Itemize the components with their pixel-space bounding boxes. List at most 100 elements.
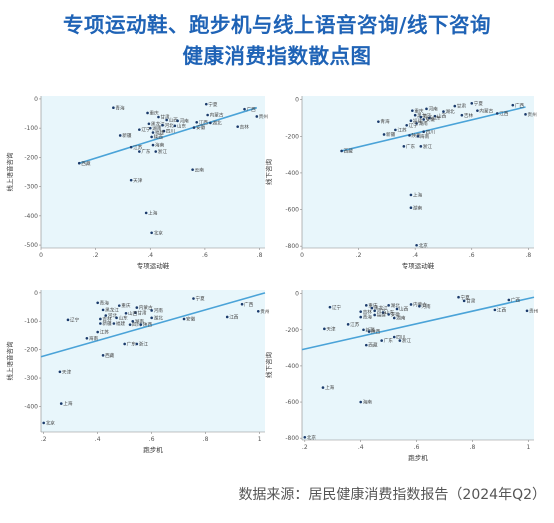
data-point-label: 福建 xyxy=(413,117,423,124)
data-point-label: 山西 xyxy=(399,306,409,313)
data-point-label: 甘肃 xyxy=(457,103,467,110)
data-point xyxy=(138,150,141,153)
data-point-label: 内蒙古 xyxy=(139,304,153,311)
data-point-label: 青海 xyxy=(380,118,390,125)
data-point-label: 重庆 xyxy=(414,107,424,114)
data-point-label: 西藏 xyxy=(368,342,378,349)
data-point-label: 河北 xyxy=(108,312,118,319)
data-point-label: 重庆 xyxy=(150,110,160,117)
data-point xyxy=(101,308,105,312)
data-point-label: 宁夏 xyxy=(474,100,484,107)
data-point-label: 甘肃 xyxy=(160,114,170,121)
data-point xyxy=(387,304,390,307)
data-point-label: 重庆 xyxy=(121,302,131,309)
data-point-label: 山西 xyxy=(169,117,179,124)
data-point xyxy=(367,330,371,333)
data-point-label: 广西 xyxy=(511,297,521,304)
data-point-label: 内蒙古 xyxy=(413,301,427,308)
data-point xyxy=(99,322,102,325)
data-point-label: 山西 xyxy=(437,113,447,120)
data-point xyxy=(104,314,108,317)
data-point-label: 云南 xyxy=(195,166,205,173)
data-point xyxy=(405,124,408,127)
data-point xyxy=(415,122,418,125)
data-point-label: 江苏 xyxy=(397,126,407,133)
data-point-label: 广西 xyxy=(247,106,257,113)
x-tick-label: .8 xyxy=(470,444,476,451)
data-point-label: 贵州 xyxy=(528,111,538,118)
data-point xyxy=(151,131,155,134)
data-point xyxy=(206,113,209,117)
data-point xyxy=(453,104,457,108)
data-point-label: 贵州 xyxy=(529,307,539,314)
data-point xyxy=(359,400,362,404)
chart-title-line-2: 健康消费指数散点图 xyxy=(182,44,372,68)
x-tick-label: .8 xyxy=(525,252,531,259)
data-point-label: 湖北 xyxy=(212,119,222,126)
y-tick-label: -400 xyxy=(285,363,299,370)
data-point-label: 青海 xyxy=(115,104,125,111)
data-point-label: 山东 xyxy=(431,115,441,122)
y-tick-label: -400 xyxy=(24,213,38,220)
data-point-label: 广东 xyxy=(406,143,416,150)
x-axis-label: 跑步机 xyxy=(408,453,428,462)
data-point xyxy=(359,310,362,313)
data-point-label: 辽宁 xyxy=(409,122,419,129)
scatter-panel-1: 0-100-200-300-400-5000.2.4.6.8专项运动鞋线上语音咨… xyxy=(5,96,268,270)
y-tick-label: -200 xyxy=(24,154,38,161)
data-point xyxy=(85,336,89,340)
x-tick-label: .4 xyxy=(147,252,153,259)
data-point xyxy=(59,402,63,405)
data-point xyxy=(176,119,179,123)
data-point xyxy=(409,119,413,123)
data-point-label: 吉林 xyxy=(240,123,250,130)
data-point-label: 贵州 xyxy=(259,113,269,120)
data-point xyxy=(394,128,397,132)
y-tick-label: 0 xyxy=(34,290,38,297)
data-point-label: 辽宁 xyxy=(70,316,80,323)
data-point xyxy=(346,323,350,326)
data-point-label: 山东 xyxy=(177,122,187,129)
data-point-label: 陕西 xyxy=(371,328,381,335)
data-point xyxy=(507,298,511,302)
data-point xyxy=(204,102,208,106)
data-point-label: 天津 xyxy=(133,177,143,184)
data-point-label: 海南 xyxy=(420,133,430,140)
data-point-label: 海南 xyxy=(89,335,99,342)
chart-title-line-1: 专项运动鞋、跑步机与线上语音咨询/线下咨询 xyxy=(63,13,491,37)
data-point xyxy=(135,342,139,346)
data-point xyxy=(115,316,118,320)
data-point-label: 西藏 xyxy=(344,148,354,155)
data-point-label: 广西 xyxy=(515,102,525,109)
data-point-label: 河北 xyxy=(165,122,175,129)
data-point-label: 江西 xyxy=(229,314,239,321)
data-point-label: 湖北 xyxy=(391,302,401,309)
x-tick-label: .6 xyxy=(414,444,420,451)
data-point-label: 广东 xyxy=(141,148,151,155)
data-point-label: 四川 xyxy=(132,322,142,328)
data-point xyxy=(150,231,153,235)
data-point-label: 吉林 xyxy=(102,316,112,323)
data-point xyxy=(157,115,160,119)
data-point-label: 广东 xyxy=(127,341,137,348)
y-axis-label: 线上语音咨询 xyxy=(5,341,14,381)
y-tick-label: -300 xyxy=(24,375,38,382)
data-point xyxy=(411,109,414,112)
data-point xyxy=(255,115,259,118)
y-axis-label: 线下咨询 xyxy=(264,352,273,379)
data-point xyxy=(433,114,437,118)
data-point xyxy=(381,311,385,314)
data-point xyxy=(129,145,133,149)
data-point xyxy=(398,339,402,342)
data-point xyxy=(134,311,137,315)
data-point xyxy=(370,306,374,310)
data-point-label: 湖南 xyxy=(413,204,423,211)
data-point-label: 山东 xyxy=(119,314,129,321)
data-point-label: 上海 xyxy=(325,384,335,391)
data-point-label: 黑龙江 xyxy=(374,305,388,312)
data-point xyxy=(364,304,368,307)
data-point-label: 吉林 xyxy=(363,308,373,315)
data-point xyxy=(525,309,529,313)
data-point-label: 北京 xyxy=(419,242,429,249)
